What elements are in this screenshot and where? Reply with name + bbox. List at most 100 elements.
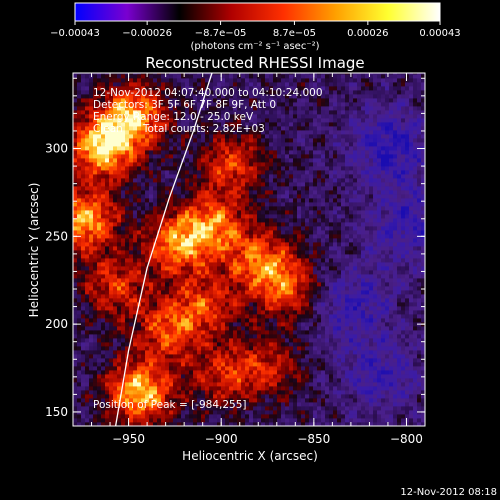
heatmap-cell bbox=[169, 302, 174, 307]
heatmap-cell bbox=[417, 282, 422, 287]
heatmap-cell bbox=[261, 358, 266, 363]
heatmap-cell bbox=[257, 246, 262, 251]
heatmap-cell bbox=[77, 402, 82, 407]
heatmap-cell bbox=[381, 258, 386, 263]
heatmap-cell bbox=[373, 274, 378, 279]
heatmap-cell bbox=[373, 202, 378, 207]
heatmap-cell bbox=[289, 246, 294, 251]
heatmap-cell bbox=[89, 382, 94, 387]
heatmap-cell bbox=[325, 410, 330, 415]
heatmap-cell bbox=[373, 250, 378, 255]
heatmap-cell bbox=[285, 322, 290, 327]
heatmap-cell bbox=[265, 234, 270, 239]
heatmap-cell bbox=[253, 310, 258, 315]
heatmap-cell bbox=[421, 258, 425, 263]
heatmap-cell bbox=[125, 382, 130, 387]
heatmap-cell bbox=[377, 374, 382, 379]
heatmap-cell bbox=[73, 266, 78, 271]
heatmap-cell bbox=[177, 318, 182, 323]
heatmap-cell bbox=[233, 266, 238, 271]
heatmap-cell bbox=[157, 222, 162, 227]
heatmap-cell bbox=[197, 394, 202, 399]
heatmap-cell bbox=[85, 358, 90, 363]
heatmap-cell bbox=[377, 266, 382, 271]
heatmap-cell bbox=[329, 222, 334, 227]
heatmap-cell bbox=[393, 418, 398, 423]
heatmap-cell bbox=[385, 362, 390, 367]
heatmap-cell bbox=[141, 234, 146, 239]
heatmap-cell bbox=[181, 366, 186, 371]
heatmap-cell bbox=[113, 314, 118, 319]
heatmap-cell bbox=[273, 326, 278, 331]
heatmap-cell bbox=[265, 350, 270, 355]
heatmap-cell bbox=[161, 286, 166, 291]
heatmap-cell bbox=[249, 274, 254, 279]
heatmap-cell bbox=[121, 302, 126, 307]
heatmap-cell bbox=[81, 362, 86, 367]
heatmap-cell bbox=[169, 306, 174, 311]
heatmap-cell bbox=[117, 322, 122, 327]
heatmap-cell bbox=[141, 350, 146, 355]
heatmap-cell bbox=[365, 318, 370, 323]
heatmap-cell bbox=[73, 238, 78, 243]
heatmap-cell bbox=[89, 322, 94, 327]
heatmap-cell bbox=[417, 346, 422, 351]
heatmap-cell bbox=[257, 258, 262, 263]
heatmap-cell bbox=[325, 402, 330, 407]
heatmap-cell bbox=[413, 382, 418, 387]
heatmap-cell bbox=[357, 358, 362, 363]
heatmap-cell bbox=[341, 378, 346, 383]
heatmap-cell bbox=[81, 202, 86, 207]
heatmap-cell bbox=[333, 238, 338, 243]
heatmap-cell bbox=[93, 274, 98, 279]
heatmap-cell bbox=[349, 318, 354, 323]
heatmap-cell bbox=[153, 362, 158, 367]
heatmap-cell bbox=[201, 306, 206, 311]
heatmap-cell bbox=[109, 250, 114, 255]
heatmap-cell bbox=[365, 402, 370, 407]
heatmap-cell bbox=[281, 214, 286, 219]
heatmap-cell bbox=[285, 278, 290, 283]
heatmap-cell bbox=[125, 222, 130, 227]
heatmap-cell bbox=[193, 314, 198, 319]
heatmap-cell bbox=[277, 318, 282, 323]
heatmap-cell bbox=[389, 362, 394, 367]
heatmap-cell bbox=[405, 314, 410, 319]
heatmap-cell bbox=[373, 230, 378, 235]
heatmap-cell bbox=[225, 238, 230, 243]
heatmap-cell bbox=[329, 366, 334, 371]
heatmap-cell bbox=[393, 210, 398, 215]
heatmap-cell bbox=[245, 338, 250, 343]
heatmap-cell bbox=[185, 322, 190, 327]
heatmap-cell bbox=[369, 306, 374, 311]
heatmap-cell bbox=[269, 406, 274, 411]
heatmap-cell bbox=[105, 202, 110, 207]
heatmap-cell bbox=[297, 322, 302, 327]
heatmap-cell bbox=[169, 390, 174, 395]
heatmap-cell bbox=[205, 290, 210, 295]
heatmap-cell bbox=[421, 314, 425, 319]
heatmap-cell bbox=[101, 326, 106, 331]
heatmap-cell bbox=[193, 286, 198, 291]
heatmap-cell bbox=[321, 366, 326, 371]
heatmap-cell bbox=[293, 362, 298, 367]
heatmap-cell bbox=[221, 330, 226, 335]
heatmap-cell bbox=[125, 306, 130, 311]
heatmap-cell bbox=[401, 210, 406, 215]
heatmap-cell bbox=[137, 406, 142, 411]
heatmap-cell bbox=[253, 250, 258, 255]
heatmap-cell bbox=[321, 222, 326, 227]
heatmap-cell bbox=[301, 238, 306, 243]
heatmap-cell bbox=[169, 406, 174, 411]
heatmap-cell bbox=[297, 422, 302, 426]
heatmap-cell bbox=[289, 338, 294, 343]
heatmap-cell bbox=[229, 318, 234, 323]
heatmap-cell bbox=[277, 226, 282, 231]
heatmap-cell bbox=[225, 306, 230, 311]
heatmap-cell bbox=[153, 358, 158, 363]
heatmap-cell bbox=[97, 250, 102, 255]
heatmap-cell bbox=[81, 282, 86, 287]
heatmap-cell bbox=[73, 262, 78, 267]
heatmap-cell bbox=[381, 298, 386, 303]
heatmap-cell bbox=[325, 346, 330, 351]
